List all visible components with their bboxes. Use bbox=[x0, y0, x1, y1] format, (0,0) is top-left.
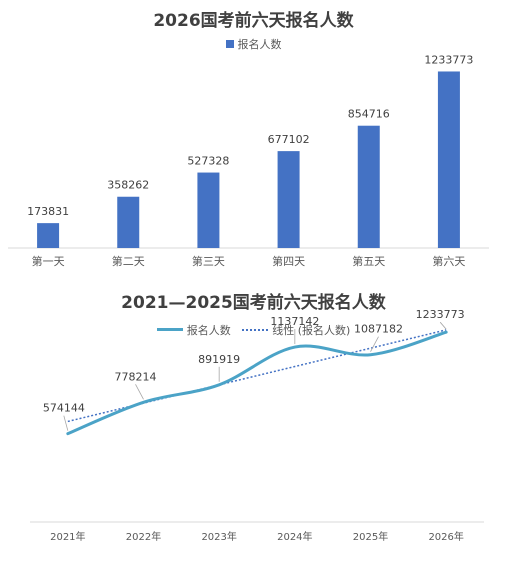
x-tick-label: 第六天 bbox=[432, 254, 465, 268]
x-tick-label: 2025年 bbox=[353, 530, 388, 543]
bar bbox=[277, 151, 300, 248]
data-label-leader bbox=[63, 415, 69, 431]
x-tick-label: 2021年 bbox=[50, 530, 85, 543]
bar-data-label: 1233773 bbox=[424, 53, 473, 66]
bar-chart-legend: 报名人数 bbox=[0, 36, 507, 52]
bar bbox=[37, 223, 60, 248]
line-chart-legend: 报名人数 线性 (报名人数) bbox=[0, 322, 507, 338]
legend-item-trend: 线性 (报名人数) bbox=[242, 322, 350, 338]
bar bbox=[437, 71, 460, 248]
data-label-leader bbox=[135, 384, 144, 400]
data-label-leader bbox=[370, 336, 379, 352]
x-tick-label: 第四天 bbox=[272, 254, 305, 268]
line-data-label: 574144 bbox=[43, 402, 85, 415]
x-tick-label: 第二天 bbox=[112, 254, 145, 268]
line-chart-title: 2021—2025国考前六天报名人数 bbox=[121, 293, 386, 313]
legend-swatch-icon bbox=[225, 40, 234, 48]
line-legend-label: 报名人数 bbox=[186, 324, 231, 337]
series-line bbox=[66, 330, 448, 436]
bar-data-label: 854716 bbox=[348, 108, 390, 121]
bar-data-label: 527328 bbox=[187, 155, 229, 168]
bar-chart-title: 2026国考前六天报名人数 bbox=[153, 11, 354, 31]
x-tick-label: 第三天 bbox=[192, 254, 225, 268]
x-tick-label: 2026年 bbox=[428, 530, 463, 543]
legend-dotted-line-icon bbox=[242, 329, 269, 331]
bar bbox=[117, 196, 140, 248]
bar-data-label: 173831 bbox=[27, 205, 69, 218]
x-tick-label: 第五天 bbox=[352, 254, 385, 268]
legend-item-series: 报名人数 bbox=[156, 322, 231, 338]
bar-data-label: 358262 bbox=[107, 179, 149, 192]
trend-line bbox=[67, 329, 447, 423]
bar bbox=[357, 125, 380, 248]
bar-legend-label: 报名人数 bbox=[237, 38, 282, 51]
line-data-label: 778214 bbox=[115, 370, 157, 383]
line-data-label: 891919 bbox=[198, 353, 240, 366]
x-tick-label: 2024年 bbox=[277, 530, 312, 543]
x-tick-label: 2022年 bbox=[126, 530, 161, 543]
bar bbox=[197, 172, 220, 248]
bar-data-label: 677102 bbox=[268, 133, 310, 146]
trend-legend-label: 线性 (报名人数) bbox=[272, 324, 351, 337]
legend-solid-line-icon bbox=[156, 328, 183, 331]
x-tick-label: 2023年 bbox=[201, 530, 236, 543]
x-tick-label: 第一天 bbox=[32, 254, 65, 268]
bar-chart: 173831 第一天 358262 第二天 527328 第三天 677102 第四天 8547… bbox=[8, 53, 489, 268]
